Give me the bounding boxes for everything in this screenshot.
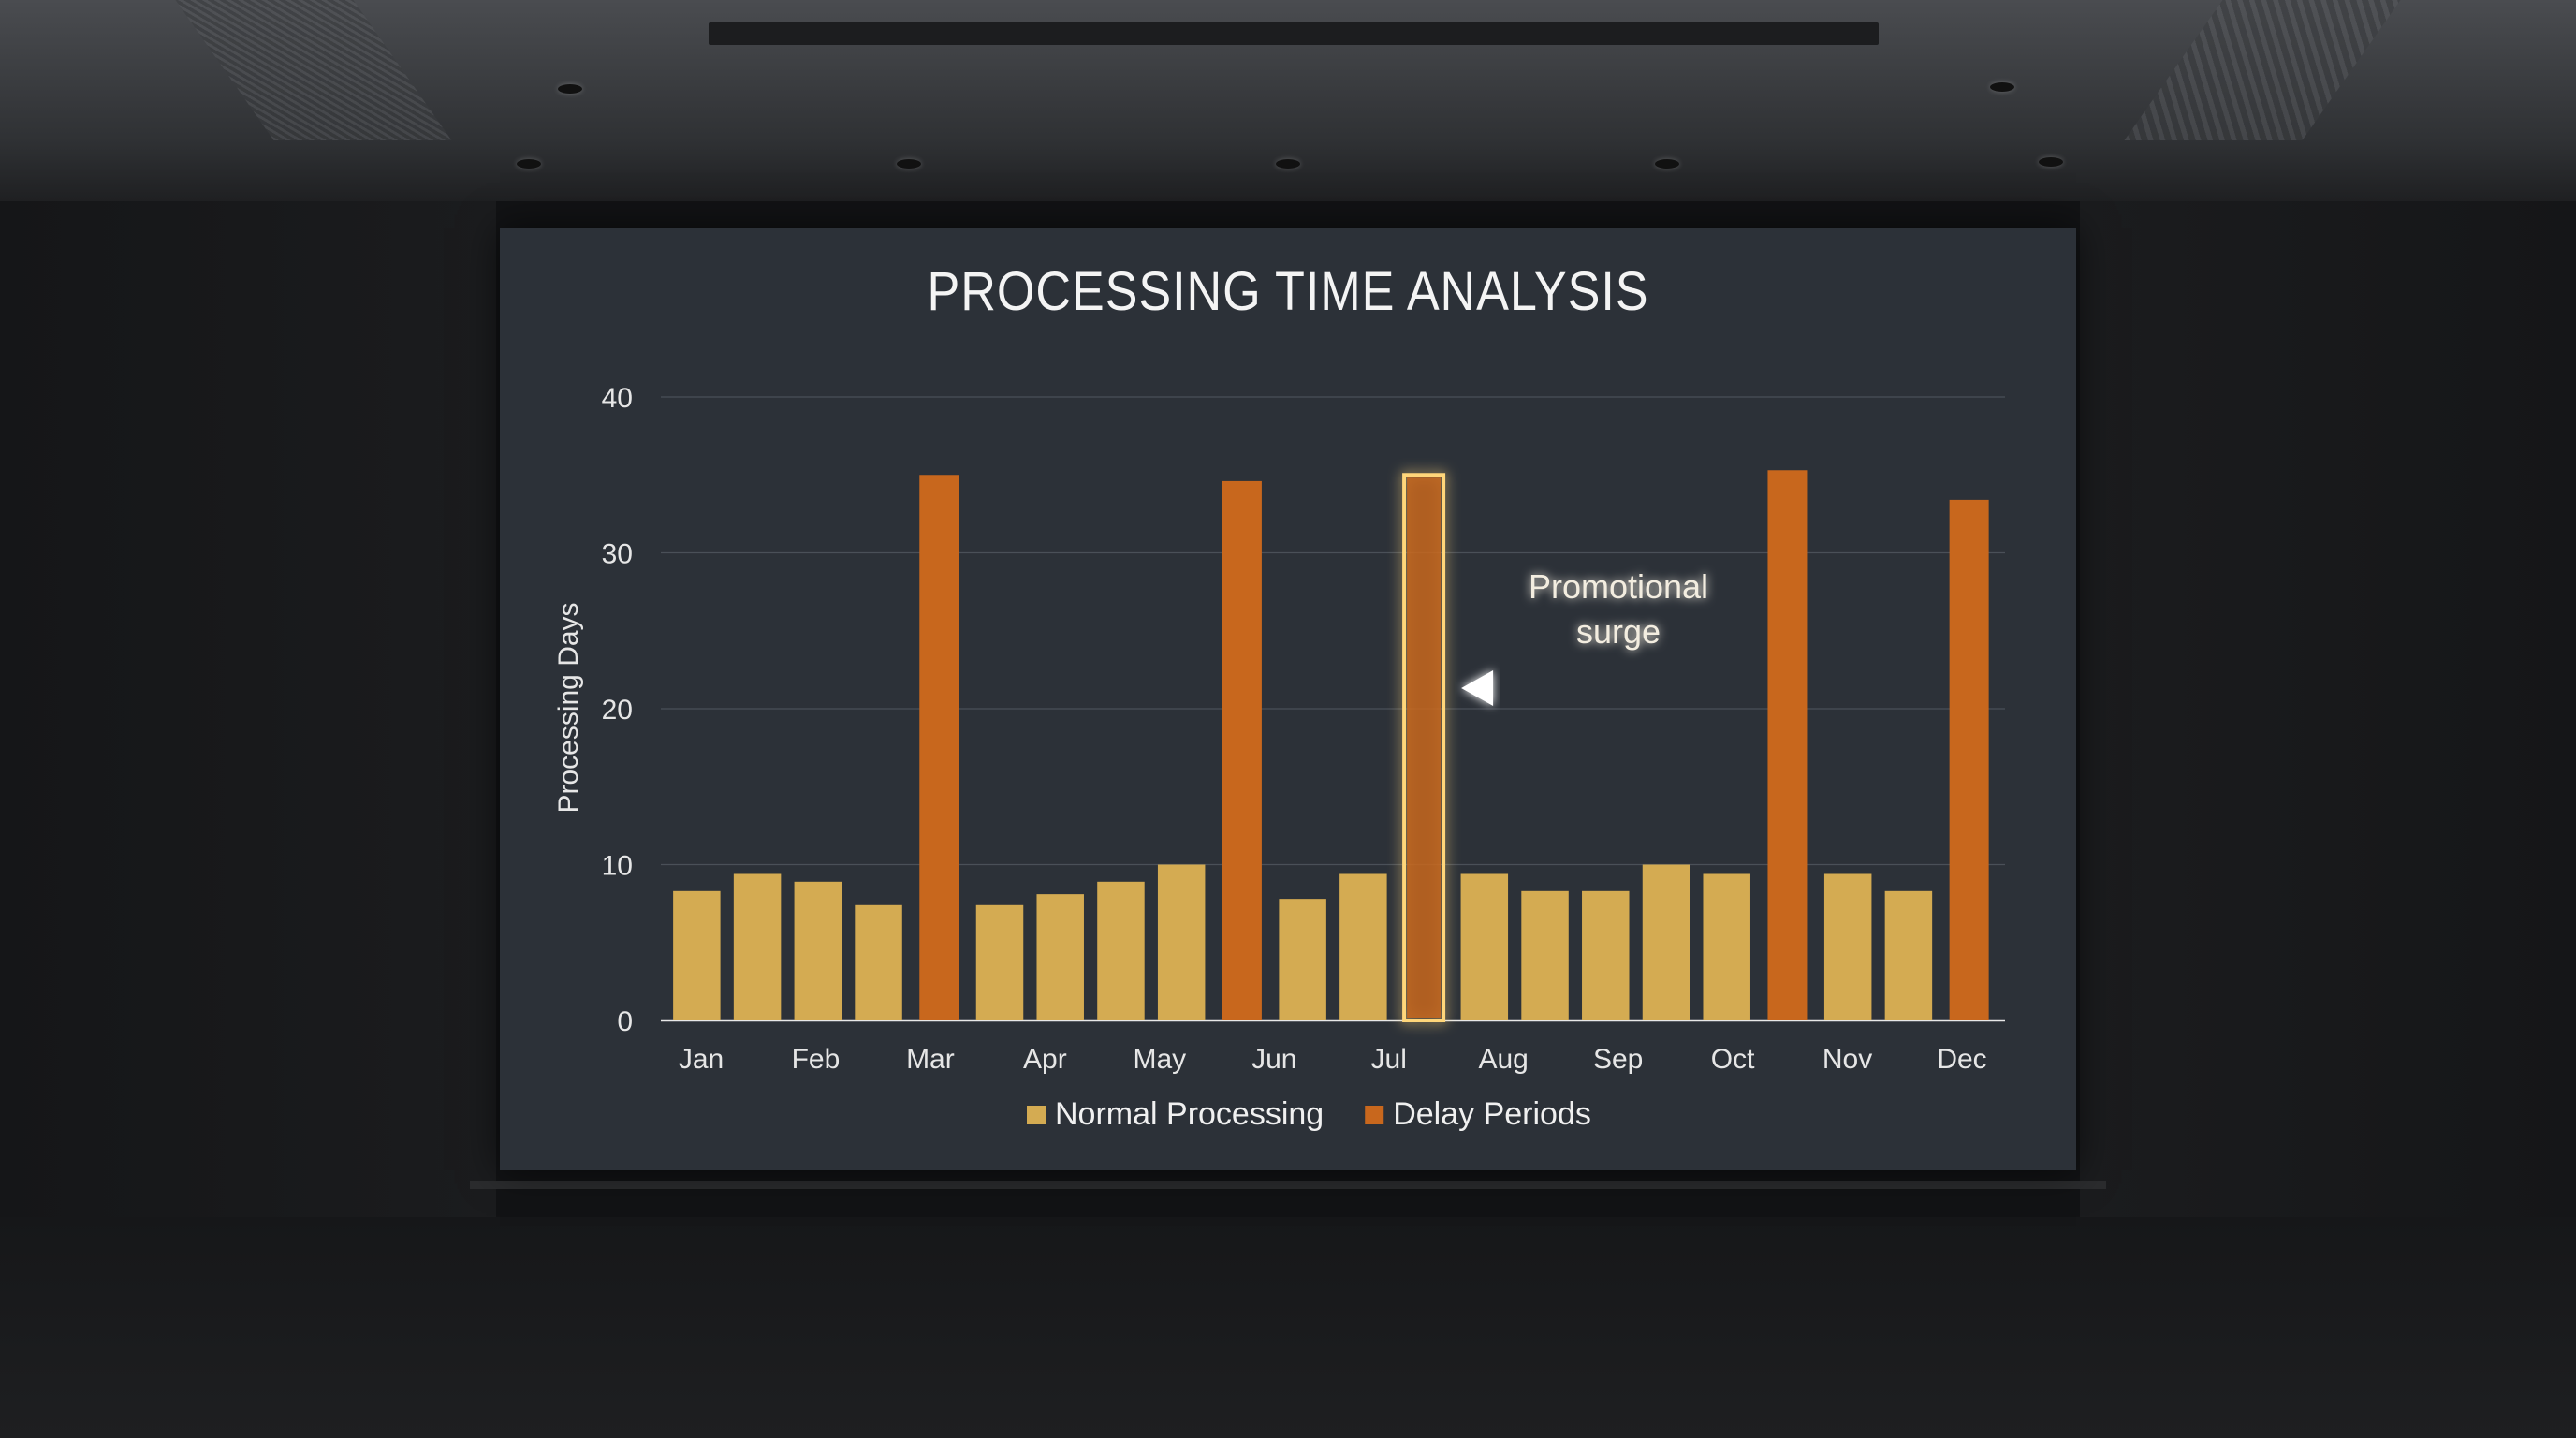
- bar: [855, 904, 902, 1020]
- legend-label: Normal Processing: [1055, 1096, 1324, 1132]
- bar-highlighted: [1402, 473, 1446, 1022]
- floor: [0, 1217, 2576, 1438]
- ceiling-light-slot: [709, 22, 1879, 45]
- bar: [1157, 864, 1206, 1020]
- bar: [1823, 873, 1872, 1020]
- y-tick-label: 0: [617, 1006, 633, 1037]
- bar: [1460, 873, 1509, 1020]
- chart-title: PROCESSING TIME ANALYSIS: [927, 261, 1649, 322]
- x-tick-label: Aug: [1478, 1044, 1528, 1075]
- bar: [1222, 480, 1262, 1020]
- x-tick-label: Nov: [1822, 1044, 1872, 1075]
- bar-highlighted-fill: [1407, 477, 1442, 1018]
- bar-chart: 0 10 20 30 40 Jan Feb Mar Apr May Jun Jul Aug Sep Oct N…: [553, 383, 2005, 1132]
- bar: [1703, 873, 1750, 1020]
- bar: [919, 475, 959, 1020]
- annotation-text: Promotional: [1529, 567, 1708, 606]
- y-tick-label: 30: [602, 539, 633, 570]
- bar: [1036, 894, 1084, 1020]
- ceiling-spotlight: [897, 159, 921, 169]
- x-tick-label: Feb: [792, 1044, 841, 1075]
- x-tick-label: Jun: [1251, 1044, 1296, 1075]
- x-tick-label: May: [1133, 1044, 1186, 1075]
- ceiling-vent-left: [175, 0, 452, 140]
- x-tick-label: Oct: [1711, 1044, 1755, 1075]
- bar: [1339, 873, 1387, 1020]
- bar: [1582, 890, 1630, 1020]
- bar: [1949, 499, 1989, 1020]
- legend-swatch: [1365, 1106, 1384, 1124]
- x-tick-label: Jan: [679, 1044, 724, 1075]
- projection-screen: PROCESSING TIME ANALYSIS 0 10 20 30 40 Jan Feb…: [500, 228, 2076, 1170]
- ceiling: [0, 0, 2576, 201]
- bar: [1521, 890, 1569, 1020]
- x-tick-label: Dec: [1937, 1044, 1986, 1075]
- y-axis-label: Processing Days: [553, 602, 584, 813]
- bar: [794, 881, 842, 1020]
- x-tick-label: Sep: [1593, 1044, 1643, 1075]
- bar: [733, 873, 782, 1020]
- bar: [1767, 470, 1808, 1020]
- y-tick-label: 40: [602, 383, 633, 414]
- ceiling-vent-right: [2124, 0, 2401, 140]
- x-tick-label: Apr: [1023, 1044, 1067, 1075]
- y-tick-label: 20: [602, 695, 633, 726]
- legend-swatch: [1027, 1106, 1046, 1124]
- ceiling-spotlight: [517, 159, 541, 169]
- bar: [975, 904, 1024, 1020]
- annotation-text: surge: [1576, 612, 1661, 651]
- bar: [1884, 890, 1933, 1020]
- ceiling-spotlight: [1990, 82, 2014, 92]
- bar: [673, 890, 721, 1020]
- x-tick-label: Mar: [906, 1044, 955, 1075]
- ceiling-spotlight: [1276, 159, 1300, 169]
- x-tick-label: Jul: [1371, 1044, 1407, 1075]
- ceiling-spotlight: [1655, 159, 1679, 169]
- bar: [1097, 881, 1145, 1020]
- legend-label: Delay Periods: [1393, 1096, 1591, 1132]
- y-tick-label: 10: [602, 851, 633, 882]
- ceiling-spotlight: [558, 84, 582, 94]
- bar: [1642, 864, 1690, 1020]
- bar: [1279, 899, 1326, 1020]
- screen-rail: [470, 1181, 2106, 1189]
- ceiling-spotlight: [2039, 157, 2063, 167]
- annotation-arrow-head: [1461, 670, 1494, 706]
